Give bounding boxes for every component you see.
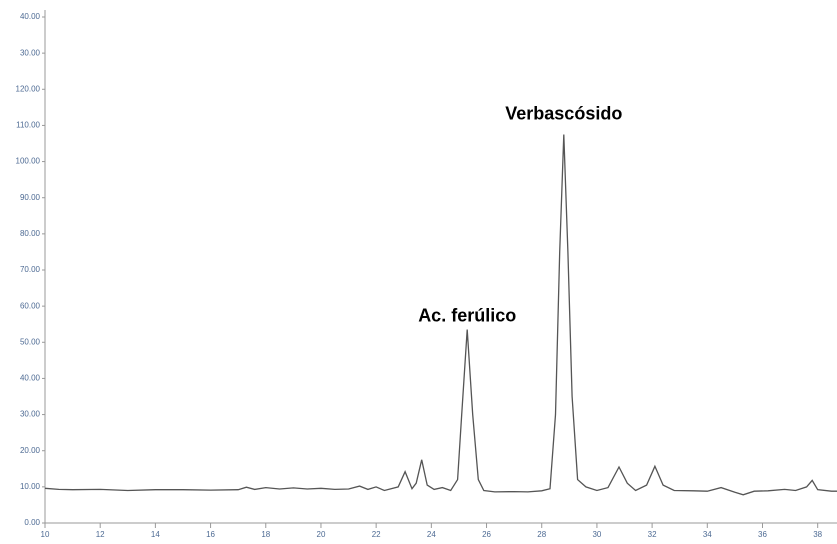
y-tick-label: 70.00 xyxy=(20,265,41,274)
y-tick-label: 0.00 xyxy=(24,518,40,527)
x-tick-label: 30 xyxy=(592,530,601,539)
x-tick-label: 24 xyxy=(427,530,436,539)
x-tick-label: 14 xyxy=(151,530,160,539)
peak-label: Verbascósido xyxy=(505,103,622,123)
y-tick-label: 30.00 xyxy=(20,48,41,57)
y-tick-label: 10.00 xyxy=(20,482,41,491)
x-tick-label: 34 xyxy=(703,530,712,539)
x-tick-label: 16 xyxy=(206,530,215,539)
x-tick-label: 22 xyxy=(372,530,381,539)
y-tick-label: 60.00 xyxy=(20,301,41,310)
y-tick-label: 40.00 xyxy=(20,374,41,383)
y-tick-label: 80.00 xyxy=(20,229,41,238)
y-tick-label: 90.00 xyxy=(20,193,41,202)
x-tick-label: 12 xyxy=(96,530,105,539)
x-tick-label: 36 xyxy=(758,530,767,539)
x-tick-label: 18 xyxy=(261,530,270,539)
peak-label: Ac. ferúlico xyxy=(418,306,516,326)
x-tick-label: 26 xyxy=(482,530,491,539)
y-tick-label: 110.00 xyxy=(16,121,40,130)
y-tick-label: 50.00 xyxy=(20,337,41,346)
x-tick-label: 10 xyxy=(41,530,50,539)
x-tick-label: 38 xyxy=(813,530,822,539)
x-tick-label: 28 xyxy=(537,530,546,539)
chromatogram-line xyxy=(44,134,837,496)
x-tick-label: 20 xyxy=(317,530,326,539)
x-tick-label: 32 xyxy=(648,530,657,539)
y-tick-label: 20.00 xyxy=(20,446,41,455)
y-tick-label: 40.00 xyxy=(20,12,41,21)
y-tick-label: 120.00 xyxy=(16,84,41,93)
y-tick-label: 30.00 xyxy=(20,410,41,419)
y-tick-label: 100.00 xyxy=(16,157,41,166)
